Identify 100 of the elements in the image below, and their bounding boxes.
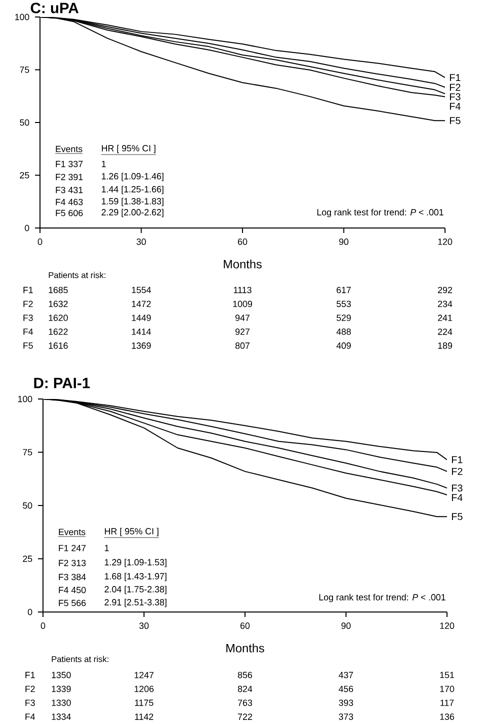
text: 1620: [48, 314, 68, 321]
series-label: F4: [452, 494, 463, 501]
annotation: Log rank test for trend: P < .001: [317, 208, 444, 218]
series-label: F2: [452, 468, 462, 475]
annotation: F3 431: [56, 186, 83, 194]
y-tick-label: 25: [22, 556, 32, 562]
text: 1449: [132, 314, 151, 321]
text: F3: [26, 700, 35, 706]
text: 617: [336, 286, 351, 294]
annotation: F4 463: [56, 198, 83, 206]
annotation: F3 384: [58, 574, 86, 580]
text: F4: [24, 328, 33, 335]
text: 824: [238, 686, 252, 692]
text: 241: [438, 314, 452, 321]
y-tick-label: 100: [15, 14, 30, 20]
series-label: F3: [452, 484, 462, 492]
x-tick-label: 120: [440, 622, 454, 629]
text: 224: [438, 328, 452, 335]
text: 1554: [132, 286, 151, 294]
annotation: 1: [104, 544, 109, 552]
text: 807: [235, 342, 250, 349]
text: F1: [26, 672, 35, 678]
annotation: 1.59 [1.38-1.83]: [102, 198, 164, 206]
text: 437: [338, 672, 354, 678]
x-axis-title: Months: [226, 644, 264, 652]
x-tick-label: 90: [339, 238, 348, 245]
x-tick-label: 90: [341, 622, 351, 629]
text: 292: [438, 286, 452, 294]
text: 456: [338, 686, 354, 692]
annotation: 2.29 [2.00-2.62]: [102, 208, 164, 218]
annotation: 1.44 [1.25-1.66]: [102, 186, 164, 194]
x-tick-label: 0: [38, 238, 42, 245]
text: F3: [24, 314, 33, 321]
text: 1685: [48, 286, 68, 294]
x-tick-label: 60: [238, 238, 248, 245]
text: 151: [440, 672, 454, 678]
annotation: HR [ 95% CI ]: [104, 528, 158, 536]
annotation: F5 606: [56, 210, 83, 216]
text: 1632: [48, 300, 68, 308]
annotation: 1: [102, 160, 106, 168]
x-tick-label: 0: [40, 622, 46, 629]
annotation: F2 313: [58, 560, 86, 566]
y-tick-label: 75: [20, 66, 30, 73]
series-label: F1: [450, 74, 460, 81]
annotation: F1 247: [58, 544, 86, 552]
annotation: F4 450: [58, 586, 86, 594]
text: 1113: [234, 286, 252, 294]
y-tick-label: 100: [18, 396, 32, 402]
text: 409: [336, 342, 351, 349]
text: 189: [438, 342, 452, 349]
text: 1334: [52, 714, 71, 720]
annotation: Events: [58, 528, 86, 536]
annotation: F5 566: [58, 600, 86, 606]
x-tick-label: 30: [136, 238, 146, 245]
text: 373: [338, 714, 354, 720]
annotation: 1.68 [1.43-1.97]: [104, 572, 166, 582]
text: 1369: [132, 342, 151, 349]
y-tick-label: 75: [22, 449, 32, 456]
text: 1622: [48, 328, 68, 335]
series-label: F1: [452, 456, 462, 464]
y-tick-label: 0: [28, 608, 32, 616]
text: 1142: [135, 714, 154, 720]
text: F1: [24, 286, 33, 294]
text: 393: [338, 700, 354, 706]
text: 170: [440, 686, 454, 692]
text: 1339: [52, 686, 71, 692]
annotation: Log rank test for trend: P < .001: [319, 594, 446, 602]
text: 722: [238, 714, 252, 720]
series-label: F3: [450, 93, 460, 100]
annotation: F2 391: [56, 174, 83, 180]
x-tick-label: 120: [438, 238, 452, 245]
annotation: 1.29 [1.09-1.53]: [104, 558, 166, 568]
text: 1330: [52, 700, 71, 706]
y-tick-label: 25: [20, 172, 30, 178]
annotation: 2.04 [1.75-2.38]: [104, 586, 166, 594]
y-tick-label: 50: [22, 502, 32, 509]
annotation: HR [ 95% CI ]: [102, 144, 156, 154]
text: F2: [24, 300, 33, 308]
annotation: 2.91 [2.51-3.38]: [104, 598, 166, 608]
text: 1009: [233, 300, 252, 308]
text: F4: [26, 714, 35, 720]
text: 1414: [132, 328, 151, 335]
series-label: F2: [450, 84, 460, 91]
chart-title: D: PAI-1: [34, 378, 90, 388]
series-label: F5: [450, 117, 460, 124]
y-tick-label: 50: [20, 119, 30, 126]
text: 1350: [52, 672, 71, 678]
series-label: F4: [450, 102, 461, 110]
annotation: F1 337: [56, 160, 83, 168]
text: 1616: [48, 342, 68, 349]
x-tick-label: 30: [139, 622, 149, 629]
text: 1472: [132, 300, 151, 308]
text: 1206: [134, 686, 154, 692]
text: F5: [24, 342, 33, 349]
text: 1175: [135, 700, 154, 706]
text: 927: [235, 328, 250, 335]
x-axis-title: Months: [224, 260, 262, 268]
y-tick-label: 0: [24, 224, 30, 232]
annotation: Events: [56, 146, 82, 152]
text: 947: [235, 314, 250, 321]
